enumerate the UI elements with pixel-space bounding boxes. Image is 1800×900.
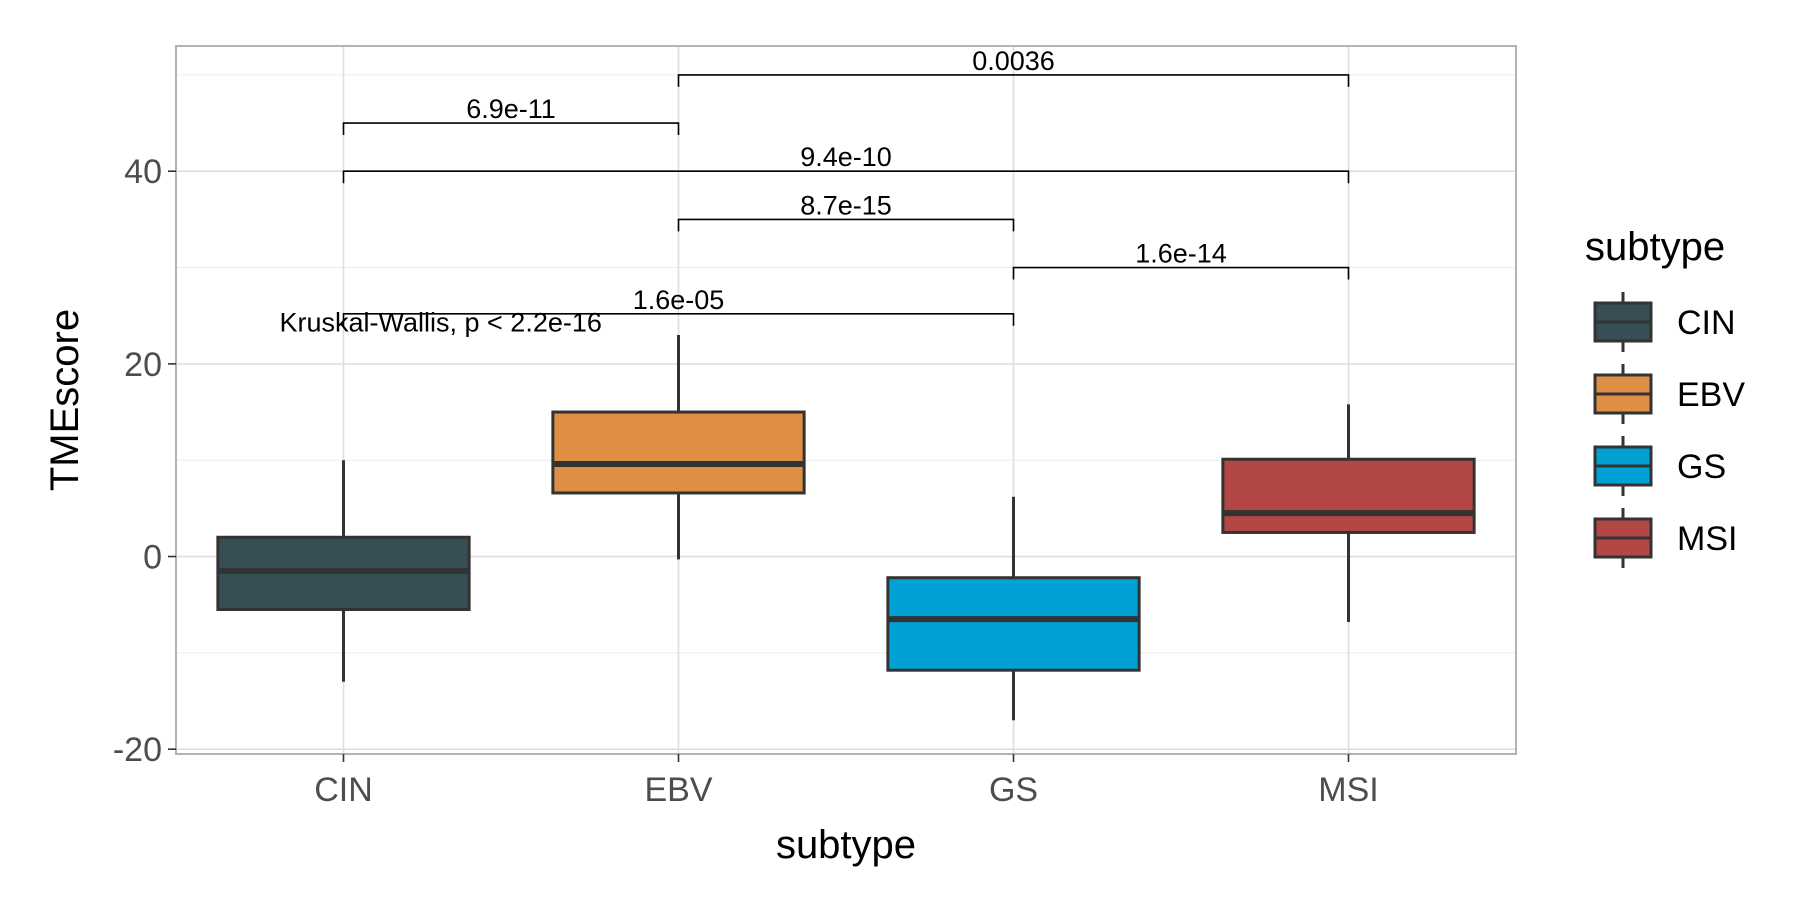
box-layer <box>216 334 1476 721</box>
y-axis-title: TMEscore <box>43 309 87 491</box>
legend-label-msi: MSI <box>1677 520 1737 558</box>
comparison-pvalue-label: 9.4e-10 <box>800 142 892 172</box>
x-tick-label: GS <box>989 771 1038 809</box>
legend-label-cin: CIN <box>1677 304 1736 342</box>
comparison-bracket-5 <box>677 74 1350 87</box>
comparison-bracket-2 <box>677 218 1015 232</box>
comparison-pvalue-label: 0.0036 <box>972 46 1055 76</box>
legend-label-ebv: EBV <box>1677 376 1745 414</box>
legend: subtype CIN EBV GS MSI <box>1585 225 1745 568</box>
comparison-pvalue-label: 6.9e-11 <box>466 94 556 124</box>
plot-panel-background <box>176 46 1516 754</box>
comparison-pvalue-label: 1.6e-05 <box>633 285 725 315</box>
comparison-bracket-3 <box>1012 266 1350 280</box>
legend-label-gs: GS <box>1677 448 1726 486</box>
box-ebv <box>551 410 806 495</box>
x-tick-label: EBV <box>644 771 712 809</box>
comparison-bracket-1 <box>342 170 1350 184</box>
x-axis-title: subtype <box>776 823 916 867</box>
axis-layer: -20 0 20 40 CIN EBV GS MSI <box>113 153 1379 809</box>
kruskal-wallis-annotation: Kruskal-Wallis, p < 2.2e-16 <box>280 307 602 337</box>
y-tick-label: 20 <box>124 346 162 384</box>
plot-panel-border <box>175 45 1517 755</box>
box-msi <box>1221 457 1476 534</box>
x-tick-label: MSI <box>1318 771 1378 809</box>
y-tick-label: -20 <box>113 731 162 769</box>
comparison-bracket-0 <box>342 122 680 136</box>
comparison-pvalue-label: 8.7e-15 <box>800 190 892 220</box>
y-tick-label: 0 <box>143 539 162 577</box>
comparison-pvalue-label: 1.6e-14 <box>1135 239 1227 269</box>
legend-title: subtype <box>1585 225 1725 269</box>
comparison-brackets: 6.9e-11 9.4e-10 8.7e-15 1.6e-14 1.6e-05 0.003… <box>342 46 1350 326</box>
x-tick-label: CIN <box>314 771 373 809</box>
comparison-bracket-4 <box>342 312 1015 326</box>
y-tick-label: 40 <box>124 153 162 191</box>
box-gs <box>886 576 1141 672</box>
annotation-layer: Kruskal-Wallis, p < 2.2e-16 <box>280 307 602 337</box>
